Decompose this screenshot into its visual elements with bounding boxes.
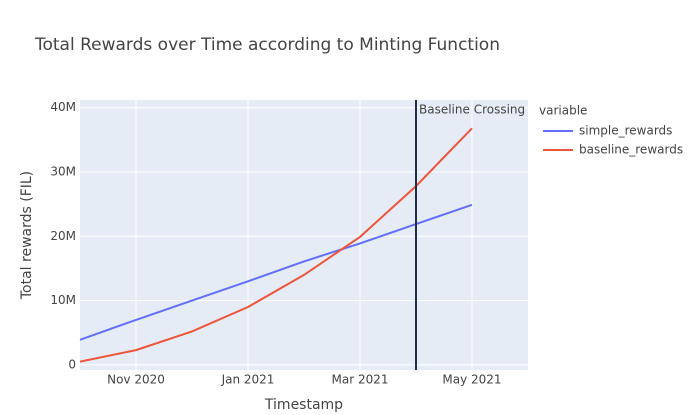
legend-title: variable <box>539 104 587 118</box>
y-tick-label: 40M <box>50 100 76 114</box>
y-tick-label: 20M <box>50 229 76 243</box>
x-tick-label: Nov 2020 <box>107 373 165 387</box>
line-series <box>79 127 473 363</box>
line-series <box>79 203 473 341</box>
plot-area <box>80 100 528 370</box>
annotation: Baseline Crossing <box>419 103 525 117</box>
x-tick-label: May 2021 <box>442 373 501 387</box>
y-axis-title: Total rewards (FIL) <box>19 171 35 300</box>
x-tick-label: Jan 2021 <box>221 373 275 387</box>
y-tick-label: 10M <box>50 293 76 307</box>
y-tick-label: 30M <box>50 165 76 179</box>
chart-title: Total Rewards over Time according to Min… <box>34 35 500 55</box>
legend-label: simple_rewards <box>579 124 672 138</box>
legend-label: baseline_rewards <box>579 143 683 157</box>
x-axis-title: Timestamp <box>264 397 343 413</box>
y-tick-label: 0 <box>68 357 76 371</box>
x-tick-label: Mar 2021 <box>332 373 389 387</box>
